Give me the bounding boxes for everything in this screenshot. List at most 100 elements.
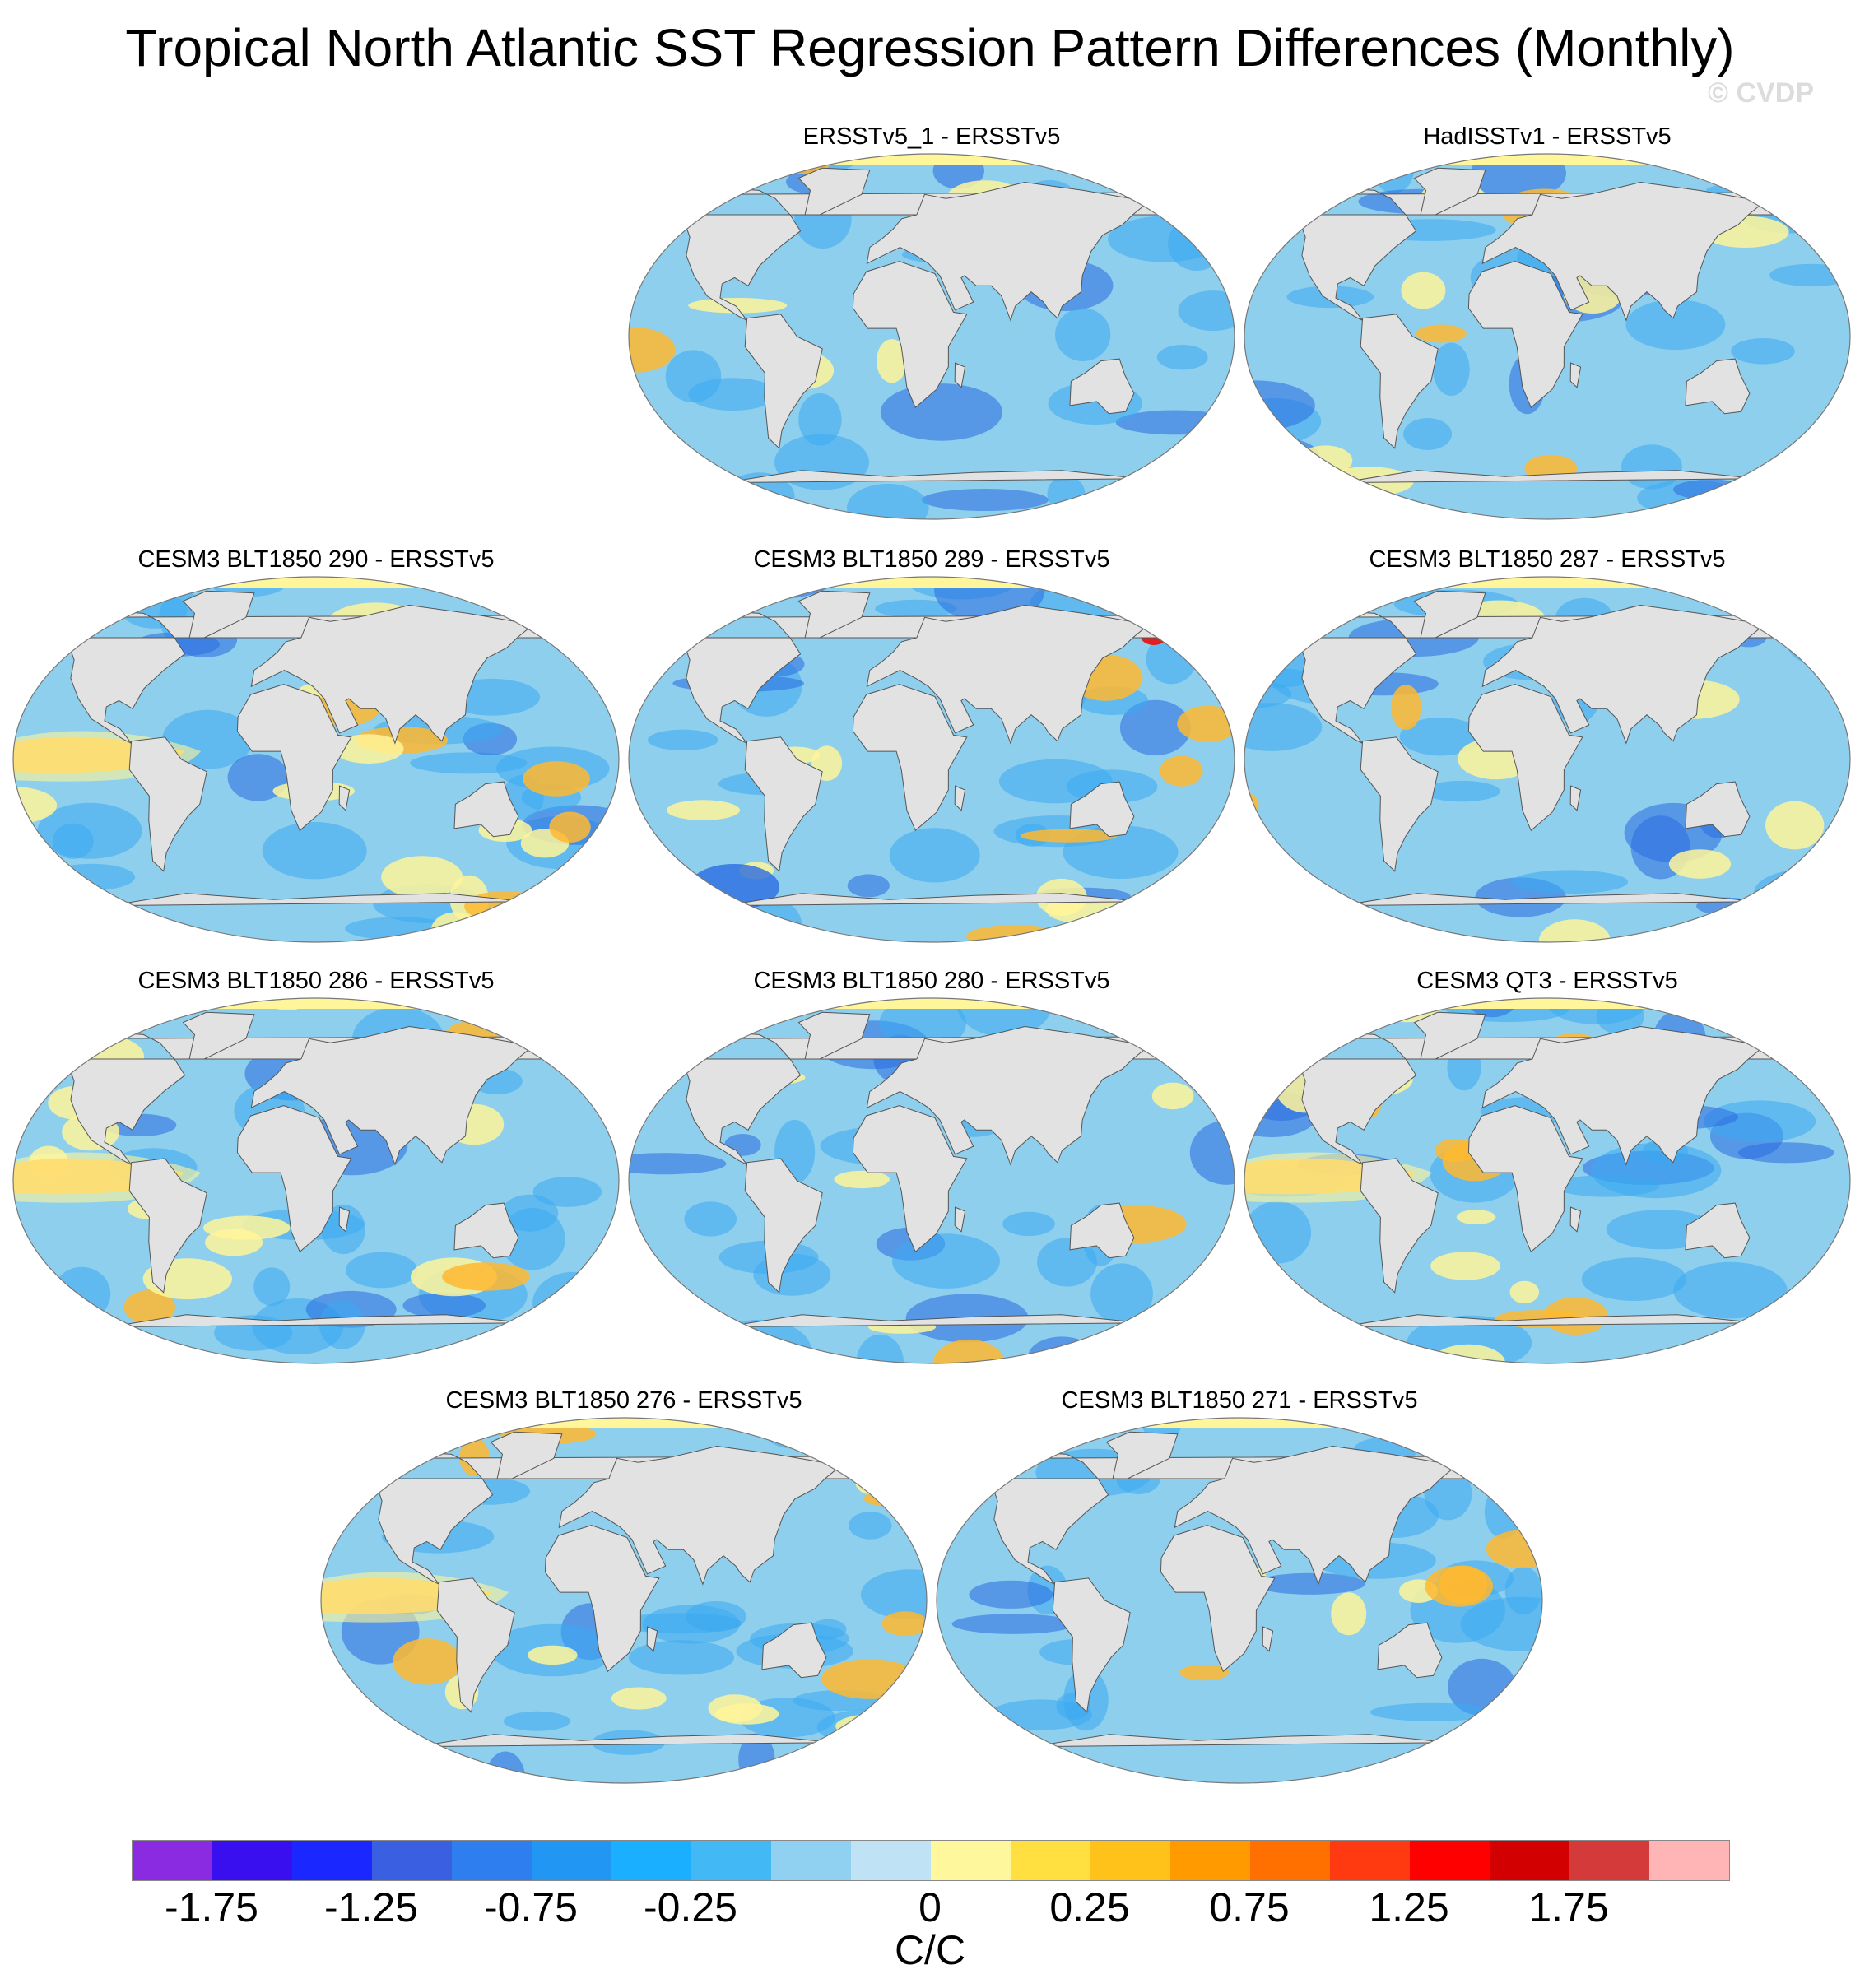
positive-anomaly-region bbox=[1260, 636, 1309, 651]
africa-landmass bbox=[544, 1525, 660, 1673]
panel-title: CESM3 BLT1850 290 - ERSSTv5 bbox=[137, 546, 495, 573]
panel-title: CESM3 BLT1850 289 - ERSSTv5 bbox=[753, 546, 1110, 573]
map-panel: CESM3 BLT1850 287 - ERSSTv5 bbox=[1243, 541, 1852, 943]
negative-anomaly-region bbox=[629, 1153, 727, 1175]
positive-anomaly-region bbox=[821, 1659, 918, 1699]
positive-anomaly-region bbox=[1390, 685, 1421, 731]
colorbar-swatch bbox=[611, 1841, 691, 1880]
colorbar-tick-label: -0.75 bbox=[484, 1884, 578, 1930]
positive-anomaly-region bbox=[835, 1713, 916, 1739]
negative-anomaly-region bbox=[971, 1750, 1007, 1783]
africa-landmass bbox=[1160, 1525, 1276, 1673]
africa-landmass bbox=[236, 1105, 352, 1253]
map-panel: ERSSTv5_1 - ERSSTv5 bbox=[627, 118, 1236, 520]
positive-anomaly-region bbox=[1177, 705, 1235, 742]
negative-anomaly-region bbox=[47, 863, 136, 891]
positive-anomaly-region bbox=[332, 734, 404, 764]
positive-anomaly-region bbox=[716, 592, 754, 609]
positive-anomaly-region bbox=[667, 800, 740, 820]
regression-map bbox=[628, 576, 1235, 943]
negative-anomaly-region bbox=[532, 1271, 615, 1335]
greenland-landmass bbox=[182, 1011, 255, 1060]
colorbar-tick-label: 0.25 bbox=[1049, 1884, 1130, 1930]
positive-anomaly-region bbox=[881, 1611, 927, 1637]
africa-landmass bbox=[852, 1105, 968, 1253]
negative-anomaly-region bbox=[503, 1711, 570, 1731]
colorbar-swatch bbox=[691, 1841, 771, 1880]
negative-anomaly-region bbox=[810, 1619, 847, 1640]
negative-anomaly-region bbox=[1621, 444, 1682, 490]
negative-anomaly-region bbox=[1119, 699, 1191, 756]
panel-title: CESM3 BLT1850 280 - ERSSTv5 bbox=[753, 968, 1110, 994]
positive-anomaly-region bbox=[528, 1645, 578, 1665]
colorbar-tick-label: 1.25 bbox=[1369, 1884, 1449, 1930]
negative-anomaly-region bbox=[969, 1580, 1053, 1609]
map-panel: HadISSTv1 - ERSSTv5 bbox=[1243, 118, 1852, 520]
north-america-landmass bbox=[1279, 611, 1794, 744]
negative-anomaly-region bbox=[1673, 1261, 1788, 1319]
colorbar-swatch bbox=[1170, 1841, 1250, 1880]
negative-anomaly-region bbox=[13, 612, 90, 651]
positive-anomaly-region bbox=[442, 1262, 531, 1291]
positive-anomaly-region bbox=[464, 890, 546, 922]
colorbar-swatch bbox=[1330, 1841, 1410, 1880]
madagascar-landmass bbox=[954, 1206, 966, 1233]
negative-anomaly-region bbox=[892, 1233, 1000, 1289]
colorbar-swatch bbox=[532, 1841, 611, 1880]
north-america-landmass bbox=[971, 1452, 1486, 1585]
negative-anomaly-region bbox=[1108, 216, 1222, 262]
madagascar-landmass bbox=[646, 1626, 658, 1652]
negative-anomaly-region bbox=[1037, 1238, 1097, 1287]
map-panel: CESM3 BLT1850 286 - ERSSTv5 bbox=[12, 963, 621, 1364]
arctic-band bbox=[629, 154, 1235, 165]
negative-anomaly-region bbox=[798, 392, 842, 446]
negative-anomaly-region bbox=[1244, 1251, 1265, 1280]
australia-landmass bbox=[1685, 781, 1751, 838]
positive-anomaly-region bbox=[1509, 1280, 1540, 1304]
madagascar-landmass bbox=[954, 785, 966, 811]
positive-anomaly-region bbox=[202, 1215, 291, 1240]
map-border bbox=[936, 1417, 1543, 1784]
africa-landmass bbox=[1467, 684, 1583, 832]
positive-anomaly-region bbox=[1255, 916, 1322, 942]
negative-anomaly-region bbox=[875, 599, 957, 618]
positive-anomaly-region bbox=[1668, 849, 1732, 879]
australia-landmass bbox=[1069, 781, 1135, 838]
negative-anomaly-region bbox=[1168, 216, 1225, 271]
positive-anomaly-region bbox=[644, 1300, 693, 1326]
positive-anomaly-region bbox=[637, 1025, 715, 1042]
australia-landmass bbox=[1069, 1202, 1135, 1259]
negative-anomaly-region bbox=[753, 1253, 831, 1296]
colorbar-tick-label: 1.75 bbox=[1528, 1884, 1609, 1930]
negative-anomaly-region bbox=[1731, 338, 1795, 365]
negative-anomaly-region bbox=[1244, 911, 1338, 934]
negative-anomaly-region bbox=[1047, 476, 1086, 513]
eurasia-landmass bbox=[250, 604, 533, 745]
australia-landmass bbox=[1069, 358, 1135, 415]
eurasia-landmass bbox=[866, 604, 1149, 745]
positive-anomaly-region bbox=[629, 327, 676, 373]
north-america-landmass bbox=[1279, 188, 1794, 321]
negative-anomaly-region bbox=[1077, 925, 1186, 942]
negative-anomaly-region bbox=[532, 1177, 602, 1207]
negative-anomaly-region bbox=[951, 1614, 1075, 1634]
negative-anomaly-region bbox=[509, 583, 567, 620]
negative-anomaly-region bbox=[889, 828, 980, 883]
colorbar-swatch bbox=[452, 1841, 532, 1880]
eurasia-landmass bbox=[1481, 604, 1765, 745]
negative-anomaly-region bbox=[1704, 1100, 1816, 1142]
positive-anomaly-region bbox=[1439, 1565, 1488, 1605]
negative-anomaly-region bbox=[1625, 300, 1726, 351]
regression-map bbox=[628, 997, 1235, 1364]
south-america-landmass bbox=[1360, 1158, 1439, 1294]
map-border bbox=[1244, 153, 1851, 520]
positive-anomaly-region bbox=[877, 339, 908, 383]
south-america-landmass bbox=[1360, 314, 1439, 449]
colorbar-tick-label: -1.75 bbox=[165, 1884, 258, 1930]
panel-title: CESM3 BLT1850 271 - ERSSTv5 bbox=[1061, 1387, 1418, 1414]
negative-anomaly-region bbox=[262, 822, 367, 880]
negative-anomaly-region bbox=[1002, 1211, 1055, 1237]
negative-anomaly-region bbox=[1460, 1596, 1542, 1651]
positive-anomaly-region bbox=[942, 1418, 1033, 1454]
regression-map bbox=[936, 1417, 1543, 1784]
